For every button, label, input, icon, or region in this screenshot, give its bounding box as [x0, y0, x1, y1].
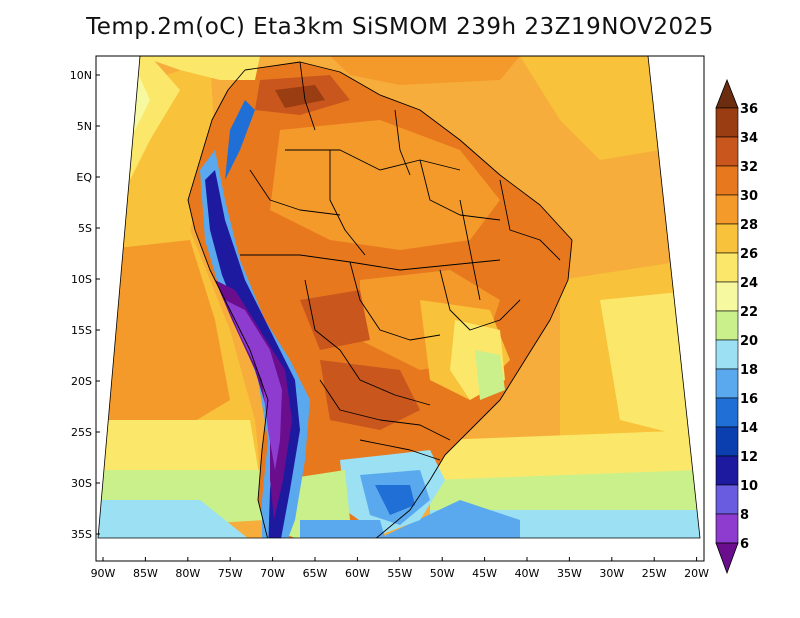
lon-label: 45W — [472, 567, 497, 580]
colorbar-label: 34 — [740, 131, 758, 146]
lon-label: 70W — [260, 567, 285, 580]
colorbar-segment — [715, 310, 739, 341]
colorbar-segment — [715, 368, 739, 399]
lon-label: 60W — [345, 567, 370, 580]
latitude-axis: 10N 5N EQ 5S 10S 15S 20S 25S 30S 35S — [70, 69, 100, 541]
lat-label: 5N — [77, 120, 92, 133]
colorbar-label: 24 — [740, 276, 758, 291]
colorbar-segment — [715, 107, 739, 138]
colorbar-label: 28 — [740, 218, 758, 233]
lat-label: 20S — [71, 375, 92, 388]
lon-label: 30W — [599, 567, 624, 580]
lon-label: 55W — [387, 567, 412, 580]
lon-label: 80W — [175, 567, 200, 580]
colorbar-label: 20 — [740, 334, 758, 349]
map-title: Temp.2m(oC) Eta3km SiSMOM 239h 23Z19NOV2… — [86, 14, 714, 40]
colorbar-label: 14 — [740, 421, 758, 436]
colorbar-segment — [715, 223, 739, 254]
lat-label: 10S — [71, 273, 92, 286]
colorbar-segment — [715, 513, 739, 544]
colorbar-segment — [715, 252, 739, 283]
lat-label: 10N — [70, 69, 92, 82]
colorbar-label: 18 — [740, 363, 758, 378]
colorbar-label: 6 — [740, 537, 749, 552]
colorbar-label: 12 — [740, 450, 758, 465]
colorbar-segment — [715, 136, 739, 167]
colorbar-segment — [715, 165, 739, 196]
lon-label: 50W — [430, 567, 455, 580]
lon-label: 25W — [642, 567, 667, 580]
temperature-field — [98, 56, 700, 538]
lon-label: 90W — [91, 567, 116, 580]
colorbar-label: 16 — [740, 392, 758, 407]
colorbar-label: 10 — [740, 479, 758, 494]
colorbar-label: 8 — [740, 508, 749, 523]
lon-label: 85W — [133, 567, 158, 580]
lat-label: EQ — [76, 171, 92, 184]
lon-label: 65W — [303, 567, 328, 580]
lat-label: 35S — [71, 528, 92, 541]
lon-label: 40W — [515, 567, 540, 580]
colorbar-segment — [715, 194, 739, 225]
colorbar-segment — [715, 455, 739, 486]
lat-label: 5S — [78, 222, 92, 235]
longitude-axis: 90W 85W 80W 75W 70W 65W 60W 55W 50W 45W 40W 35W 30W 2… — [91, 557, 709, 580]
lon-label: 75W — [218, 567, 243, 580]
colorbar: 36 34 32 30 28 26 24 22 20 18 16 14 12 10 8 6 — [715, 78, 758, 575]
colorbar-segment — [715, 484, 739, 515]
lon-label: 35W — [557, 567, 582, 580]
colorbar-segment — [715, 339, 739, 370]
colorbar-label: 32 — [740, 160, 758, 175]
lon-label: 20W — [684, 567, 709, 580]
colorbar-label: 36 — [740, 102, 758, 117]
lat-label: 25S — [71, 426, 92, 439]
colorbar-segment — [715, 426, 739, 457]
lat-label: 15S — [71, 324, 92, 337]
colorbar-segment — [715, 281, 739, 312]
colorbar-label: 26 — [740, 247, 758, 262]
colorbar-label: 22 — [740, 305, 758, 320]
colorbar-segment — [715, 397, 739, 428]
colorbar-label: 30 — [740, 189, 758, 204]
colorbar-bottom-arrow — [715, 542, 739, 575]
lat-label: 30S — [71, 477, 92, 490]
colorbar-top-arrow — [715, 78, 739, 109]
